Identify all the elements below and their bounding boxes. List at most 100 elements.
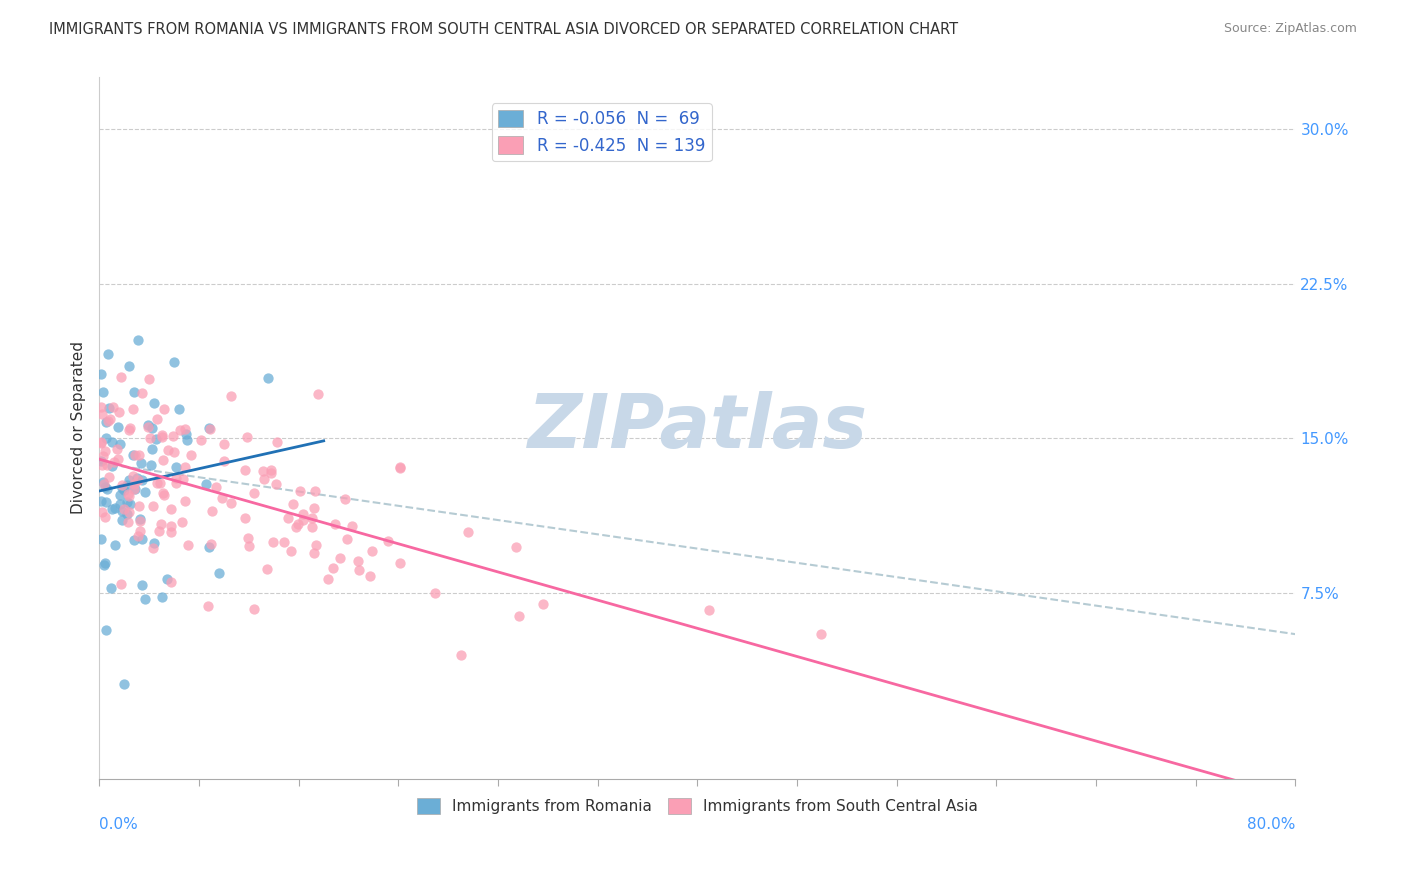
- Point: [285, 520, 308, 534]
- Point: [143, 536, 166, 550]
- Point: [301, 511, 323, 525]
- Point: [118, 505, 141, 519]
- Point: [94, 416, 117, 430]
- Point: [97, 347, 120, 361]
- Point: [90, 368, 112, 382]
- Point: [139, 458, 162, 472]
- Point: [173, 493, 195, 508]
- Point: [115, 507, 138, 521]
- Point: [122, 533, 145, 548]
- Point: [131, 473, 153, 487]
- Point: [118, 489, 141, 503]
- Point: [91, 450, 114, 464]
- Point: [142, 500, 165, 514]
- Text: Source: ZipAtlas.com: Source: ZipAtlas.com: [1223, 22, 1357, 36]
- Point: [141, 442, 163, 456]
- Point: [96, 458, 118, 472]
- Point: [100, 581, 122, 595]
- Point: [212, 437, 235, 451]
- Point: [211, 491, 233, 505]
- Point: [103, 455, 125, 469]
- Point: [221, 389, 243, 403]
- Point: [146, 412, 169, 426]
- Point: [359, 569, 381, 583]
- Point: [120, 497, 142, 511]
- Point: [260, 467, 283, 481]
- Point: [131, 532, 153, 546]
- Point: [93, 476, 115, 491]
- Point: [115, 478, 138, 492]
- Point: [98, 401, 121, 416]
- Point: [160, 519, 183, 533]
- Point: [347, 563, 370, 577]
- Point: [170, 515, 193, 529]
- Point: [93, 444, 115, 458]
- Point: [90, 494, 112, 508]
- Point: [98, 470, 121, 484]
- Point: [112, 483, 135, 497]
- Point: [190, 433, 212, 447]
- Legend: Immigrants from Romania, Immigrants from South Central Asia: Immigrants from Romania, Immigrants from…: [411, 792, 984, 820]
- Point: [122, 448, 145, 462]
- Point: [129, 512, 152, 526]
- Point: [172, 472, 194, 486]
- Point: [253, 471, 276, 485]
- Point: [388, 556, 411, 570]
- Point: [195, 476, 218, 491]
- Point: [122, 469, 145, 483]
- Point: [129, 514, 152, 528]
- Point: [346, 554, 368, 568]
- Point: [377, 533, 399, 548]
- Point: [153, 488, 176, 502]
- Point: [302, 500, 325, 515]
- Point: [110, 577, 132, 591]
- Point: [163, 445, 186, 459]
- Point: [531, 597, 554, 611]
- Point: [160, 575, 183, 590]
- Point: [360, 544, 382, 558]
- Point: [207, 566, 229, 580]
- Point: [388, 460, 411, 475]
- Point: [128, 499, 150, 513]
- Point: [304, 546, 326, 560]
- Point: [93, 558, 115, 572]
- Point: [128, 448, 150, 462]
- Point: [127, 529, 149, 543]
- Point: [149, 476, 172, 491]
- Point: [90, 435, 112, 450]
- Point: [90, 532, 112, 546]
- Point: [96, 482, 118, 496]
- Point: [256, 370, 278, 384]
- Point: [323, 517, 346, 532]
- Point: [200, 422, 222, 436]
- Point: [146, 475, 169, 490]
- Point: [94, 556, 117, 570]
- Point: [165, 475, 187, 490]
- Point: [131, 578, 153, 592]
- Point: [143, 396, 166, 410]
- Point: [233, 463, 256, 477]
- Point: [118, 421, 141, 435]
- Point: [243, 602, 266, 616]
- Text: IMMIGRANTS FROM ROMANIA VS IMMIGRANTS FROM SOUTH CENTRAL ASIA DIVORCED OR SEPARA: IMMIGRANTS FROM ROMANIA VS IMMIGRANTS FR…: [49, 22, 959, 37]
- Point: [277, 511, 299, 525]
- Point: [104, 500, 127, 515]
- Point: [110, 513, 132, 527]
- Point: [238, 539, 260, 553]
- Point: [105, 442, 128, 456]
- Text: 80.0%: 80.0%: [1247, 817, 1295, 832]
- Point: [212, 454, 235, 468]
- Point: [260, 463, 283, 477]
- Point: [101, 435, 124, 450]
- Point: [256, 562, 278, 576]
- Point: [91, 407, 114, 421]
- Point: [110, 369, 132, 384]
- Point: [91, 458, 114, 472]
- Point: [131, 386, 153, 401]
- Point: [153, 402, 176, 417]
- Point: [280, 544, 302, 558]
- Point: [134, 484, 156, 499]
- Point: [90, 400, 112, 414]
- Point: [94, 509, 117, 524]
- Point: [307, 387, 329, 401]
